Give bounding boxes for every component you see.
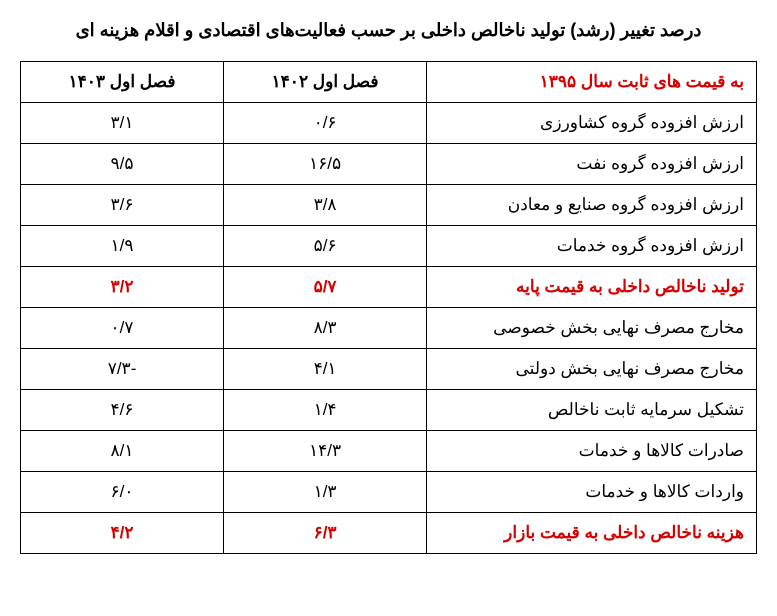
- table-row: مخارج مصرف نهایی بخش دولتی۴/۱-۷/۳: [21, 349, 757, 390]
- row-c1: ۵/۶: [224, 226, 427, 267]
- table-row: هزینه ناخالص داخلی به قیمت بازار۶/۳۴/۲: [21, 513, 757, 554]
- row-label: مخارج مصرف نهایی بخش دولتی: [427, 349, 757, 390]
- row-c2: ۳/۱: [21, 103, 224, 144]
- table-row: ارزش افزوده گروه کشاورزی۰/۶۳/۱: [21, 103, 757, 144]
- row-label: صادرات کالاها و خدمات: [427, 431, 757, 472]
- page-title: درصد تغییر (رشد) تولید ناخالص داخلی بر ح…: [20, 20, 757, 41]
- table-row: ارزش افزوده گروه صنایع و معادن۳/۸۳/۶: [21, 185, 757, 226]
- table-row: ارزش افزوده گروه خدمات۵/۶۱/۹: [21, 226, 757, 267]
- table-row: تشکیل سرمایه ثابت ناخالص۱/۴۴/۶: [21, 390, 757, 431]
- row-label: هزینه ناخالص داخلی به قیمت بازار: [427, 513, 757, 554]
- row-label: ارزش افزوده گروه کشاورزی: [427, 103, 757, 144]
- row-c2: ۴/۲: [21, 513, 224, 554]
- row-c1: ۱۶/۵: [224, 144, 427, 185]
- row-label: ارزش افزوده گروه خدمات: [427, 226, 757, 267]
- gdp-table: به قیمت های ثابت سال ۱۳۹۵ فصل اول ۱۴۰۲ ف…: [20, 61, 757, 554]
- row-c1: ۴/۱: [224, 349, 427, 390]
- table-row: مخارج مصرف نهایی بخش خصوصی۸/۳۰/۷: [21, 308, 757, 349]
- row-c2: ۸/۱: [21, 431, 224, 472]
- row-c2: -۷/۳: [21, 349, 224, 390]
- row-c2: ۳/۲: [21, 267, 224, 308]
- row-label: واردات کالاها و خدمات: [427, 472, 757, 513]
- row-c1: ۱/۴: [224, 390, 427, 431]
- table-row: صادرات کالاها و خدمات۱۴/۳۸/۱: [21, 431, 757, 472]
- row-c2: ۳/۶: [21, 185, 224, 226]
- row-label: ارزش افزوده گروه نفت: [427, 144, 757, 185]
- row-c1: ۸/۳: [224, 308, 427, 349]
- row-label: ارزش افزوده گروه صنایع و معادن: [427, 185, 757, 226]
- table-row: واردات کالاها و خدمات۱/۳۶/۰: [21, 472, 757, 513]
- row-c1: ۱۴/۳: [224, 431, 427, 472]
- row-label: مخارج مصرف نهایی بخش خصوصی: [427, 308, 757, 349]
- table-row: ارزش افزوده گروه نفت۱۶/۵۹/۵: [21, 144, 757, 185]
- row-c2: ۴/۶: [21, 390, 224, 431]
- row-label: تشکیل سرمایه ثابت ناخالص: [427, 390, 757, 431]
- row-c2: ۹/۵: [21, 144, 224, 185]
- row-c2: ۶/۰: [21, 472, 224, 513]
- table-header-row: به قیمت های ثابت سال ۱۳۹۵ فصل اول ۱۴۰۲ ف…: [21, 62, 757, 103]
- document-container: درصد تغییر (رشد) تولید ناخالص داخلی بر ح…: [20, 20, 757, 554]
- row-c2: ۱/۹: [21, 226, 224, 267]
- row-c1: ۱/۳: [224, 472, 427, 513]
- row-c1: ۶/۳: [224, 513, 427, 554]
- row-c1: ۰/۶: [224, 103, 427, 144]
- header-col2: فصل اول ۱۴۰۳: [21, 62, 224, 103]
- row-c1: ۳/۸: [224, 185, 427, 226]
- header-col1: فصل اول ۱۴۰۲: [224, 62, 427, 103]
- row-c1: ۵/۷: [224, 267, 427, 308]
- table-row: تولید ناخالص داخلی به قیمت پایه۵/۷۳/۲: [21, 267, 757, 308]
- row-c2: ۰/۷: [21, 308, 224, 349]
- row-label: تولید ناخالص داخلی به قیمت پایه: [427, 267, 757, 308]
- header-label: به قیمت های ثابت سال ۱۳۹۵: [427, 62, 757, 103]
